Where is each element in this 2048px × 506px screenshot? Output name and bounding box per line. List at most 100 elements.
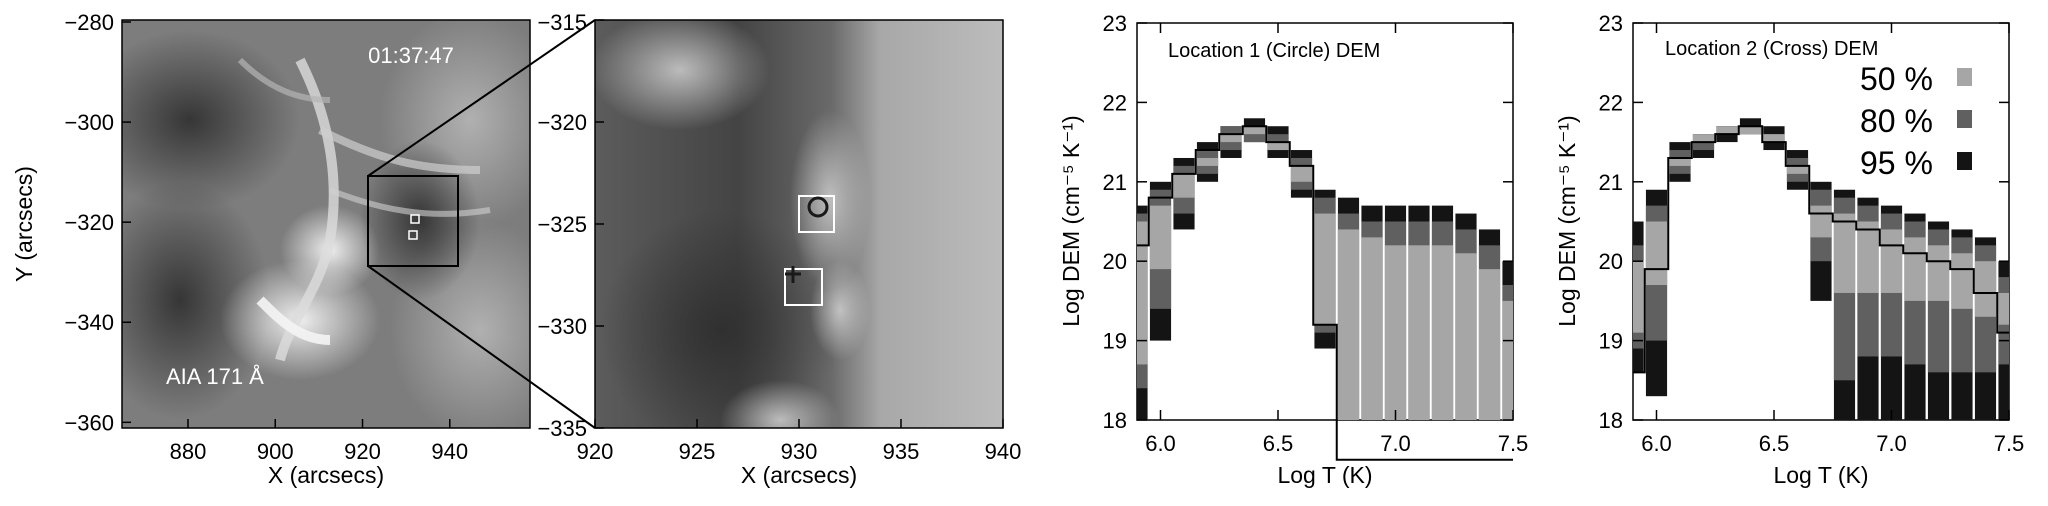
p2-ytick-label: −315 — [537, 10, 587, 35]
dem-bar-50 — [1833, 213, 1856, 293]
y-tick-label: 22 — [1103, 90, 1127, 115]
zoom-indicator — [367, 19, 596, 429]
p1-xtick-label: 920 — [344, 439, 381, 464]
chart-2-marks — [1633, 118, 2009, 420]
y-tick-label: 19 — [1103, 329, 1127, 354]
p2-xtick-label: 940 — [985, 439, 1022, 464]
chart-2-ylabel: Log DEM (cm⁻⁵ K⁻¹) — [1554, 115, 1580, 326]
dem-bar-50 — [1431, 245, 1454, 420]
legend-swatch — [1957, 68, 1972, 86]
chart-1-ylabel: Log DEM (cm⁻⁵ K⁻¹) — [1058, 115, 1084, 326]
x-tick-label: 6.0 — [1145, 431, 1176, 456]
y-tick-label: 21 — [1103, 170, 1127, 195]
chart-1-marks — [1137, 118, 1513, 461]
legend-label: 95 % — [1860, 145, 1933, 181]
y-tick-label: 21 — [1599, 170, 1623, 195]
dem-bar-50 — [1137, 221, 1148, 365]
chart-2-title: Location 2 (Cross) DEM — [1665, 38, 1878, 60]
instrument-label: AIA 171 Å — [166, 364, 264, 389]
x-tick-label: 6.5 — [1759, 431, 1790, 456]
image-panel-1-axes: 880 900 920 940 −280 −300 −320 −340 −360 — [64, 10, 468, 464]
dem-bar-50 — [1669, 157, 1691, 166]
dem-bar-50 — [1384, 245, 1407, 420]
dem-bar-50 — [1502, 300, 1513, 420]
x-tick-label: 7.0 — [1380, 431, 1411, 456]
zoom-connector-top — [367, 19, 596, 177]
location-2-cross-marker — [785, 266, 801, 283]
dem-bar-50 — [1455, 253, 1477, 420]
legend-label: 80 % — [1860, 103, 1933, 139]
p1-ytick-label: −340 — [64, 310, 114, 335]
chart-2-xlabel: Log T (K) — [1773, 462, 1868, 488]
dem-bar-50 — [1786, 165, 1809, 174]
chart-1-title: Location 1 (Circle) DEM — [1168, 40, 1380, 62]
x-tick-label: 6.0 — [1641, 431, 1672, 456]
x-tick-label: 7.5 — [1994, 431, 2025, 456]
dem-bar-50 — [1810, 205, 1832, 238]
dem-bar-50 — [1408, 245, 1430, 420]
dem-bar-50 — [1645, 221, 1668, 286]
y-tick-label: 23 — [1599, 11, 1623, 36]
image-panel-2-xlabel: X (arcsecs) — [741, 462, 857, 488]
dem-chart-2: 6.0 6.5 7.0 7.5 18 19 20 21 22 23 Location 2 (Cro… — [1554, 11, 2024, 488]
p2-ytick-label: −320 — [537, 110, 587, 135]
p2-xtick-label: 920 — [577, 439, 614, 464]
y-tick-label: 22 — [1599, 90, 1623, 115]
image-panel-1: 01:37:47 AIA 171 Å 880 900 920 940 −280 −300 −… — [11, 10, 531, 488]
location-2-marker-small — [408, 230, 418, 240]
p1-xtick-label: 940 — [431, 439, 468, 464]
dem-chart-1: 6.0 6.5 7.0 7.5 18 19 20 21 22 23 Location 1 (Cir… — [1058, 11, 1528, 488]
dem-bar-50 — [1880, 229, 1903, 293]
x-tick-label: 7.0 — [1876, 431, 1907, 456]
dem-bar-50 — [1927, 245, 1950, 301]
dem-bar-50 — [1290, 165, 1313, 182]
y-tick-label: 19 — [1599, 329, 1623, 354]
p1-ytick-label: −360 — [64, 410, 114, 435]
image-panel-2-axes: 920 925 930 935 940 −315 −320 −325 −330 −335 — [537, 10, 1021, 464]
y-tick-label: 20 — [1599, 249, 1623, 274]
timestamp: 01:37:47 — [368, 43, 454, 68]
chart-2-axes: 6.0 6.5 7.0 7.5 18 19 20 21 22 23 — [1599, 11, 2025, 456]
aia-171-image — [122, 20, 530, 428]
x-tick-label: 6.5 — [1263, 431, 1294, 456]
image-panel-1-xlabel: X (arcsecs) — [268, 462, 384, 488]
dem-bar-50 — [1716, 126, 1738, 135]
zoom-connector-bottom — [367, 265, 596, 429]
dem-bar-50 — [1361, 237, 1383, 420]
y-tick-label: 18 — [1599, 408, 1623, 433]
dem-bar-50 — [1478, 269, 1501, 420]
dem-bar-50 — [1633, 261, 1644, 333]
image-panel-2: 920 925 930 935 940 −315 −320 −325 −330 −335 X (a… — [537, 10, 1021, 488]
dem-bar-50 — [1267, 142, 1289, 151]
x-tick-label: 7.5 — [1498, 431, 1529, 456]
p2-xtick-label: 930 — [781, 439, 818, 464]
dem-bar-50 — [1149, 205, 1172, 270]
dem-bar-50 — [1974, 261, 1997, 317]
image-panel-1-ylabel: Y (arcsecs) — [11, 166, 37, 282]
p1-ytick-label: −300 — [64, 110, 114, 135]
p2-ytick-label: −325 — [537, 212, 587, 237]
dem-bar-50 — [1337, 229, 1360, 420]
p2-xtick-label: 935 — [883, 439, 920, 464]
dem-bar-50 — [1314, 213, 1336, 325]
p1-xtick-label: 880 — [170, 439, 207, 464]
dem-best-fit-line — [1137, 125, 1513, 461]
dem-bar-50 — [1904, 237, 1926, 301]
chart-2-legend: 50 % 80 % 95 % — [1860, 61, 1972, 181]
p1-ytick-label: −320 — [64, 210, 114, 235]
zoom-region-box — [367, 175, 459, 267]
dem-bar-50 — [1951, 253, 1973, 309]
y-tick-label: 20 — [1103, 249, 1127, 274]
dem-bar-50 — [1692, 134, 1715, 143]
y-tick-label: 23 — [1103, 11, 1127, 36]
location-2-box — [784, 268, 823, 306]
location-1-marker-small — [410, 214, 420, 224]
p2-xtick-label: 925 — [679, 439, 716, 464]
p1-xtick-label: 900 — [257, 439, 294, 464]
p1-ytick-label: −280 — [64, 10, 114, 35]
dem-bar-50 — [1739, 126, 1762, 135]
dem-bar-50 — [1998, 292, 2009, 325]
legend-label: 50 % — [1860, 61, 1933, 97]
dem-best-fit-line — [1633, 125, 2009, 374]
